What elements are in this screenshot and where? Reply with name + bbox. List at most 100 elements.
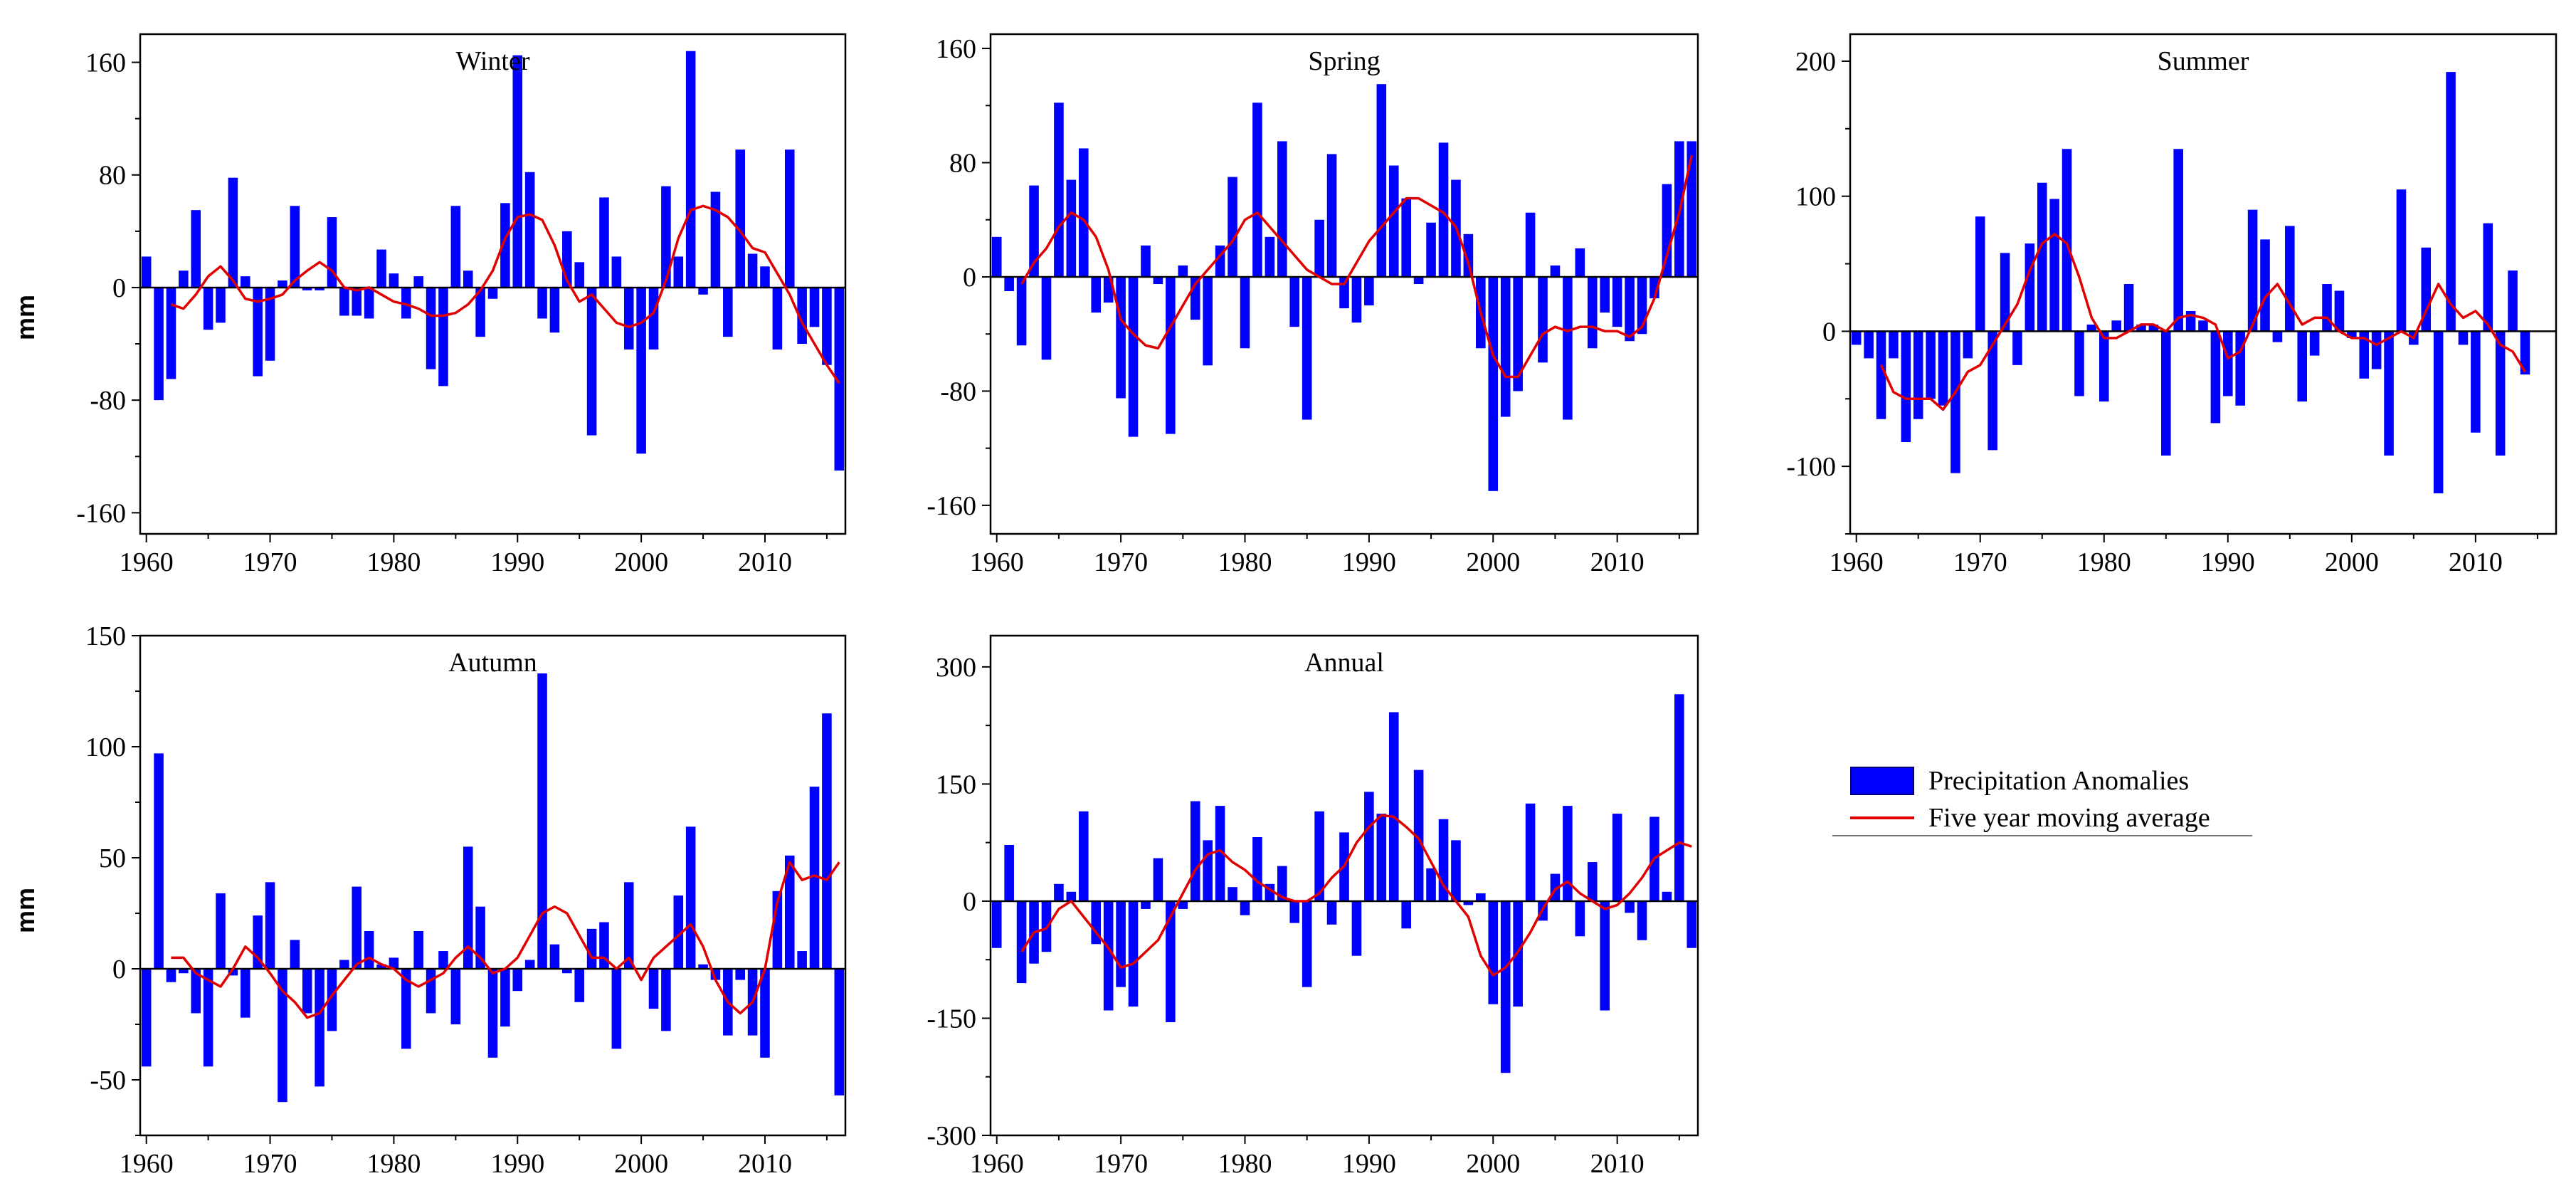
winter-bar-1986	[463, 270, 473, 288]
spring-plot-frame	[989, 33, 1699, 535]
summer-bar-1998	[2322, 284, 2332, 332]
summer-bar-1966	[1926, 331, 1936, 399]
spring-bar-1961	[1004, 276, 1014, 292]
winter-bar-1964	[191, 210, 201, 288]
autumn-bar-2004	[685, 826, 696, 969]
annual-bar-1981	[1252, 836, 1262, 901]
spring-bar-1977	[1203, 276, 1213, 366]
spring-bar-1994	[1413, 276, 1424, 284]
autumn-bar-2005	[698, 964, 708, 969]
summer-bar-1975	[2037, 182, 2047, 332]
annual-bar-1999	[1476, 893, 1486, 901]
spring-bar-1979	[1228, 177, 1237, 277]
annual-bar-1992	[1388, 712, 1399, 901]
legend-item-bars: Precipitation Anomalies	[1850, 765, 2189, 797]
legend-bar-swatch	[1850, 767, 1914, 795]
annual-xtick-label: 2010	[1590, 1149, 1645, 1179]
summer-xtick-label: 1960	[1830, 547, 1884, 577]
spring-bar-2009	[1600, 276, 1610, 313]
winter-bar-1995	[574, 262, 584, 288]
annual-moving-average-line	[1020, 814, 1692, 977]
summer-bar-2010	[2471, 331, 2481, 433]
autumn-ytick-label: 100	[85, 732, 126, 762]
spring-bar-1982	[1265, 236, 1275, 277]
winter-ytick-label: 160	[85, 48, 126, 78]
autumn-bar-1999	[623, 882, 634, 969]
winter-bar-1973	[302, 287, 312, 290]
annual-bar-1985	[1302, 900, 1312, 987]
winter-bar-2000	[636, 287, 646, 454]
spring-bar-2001	[1500, 276, 1511, 417]
autumn-bar-1965	[203, 969, 213, 1067]
autumn-bar-1987	[475, 906, 485, 969]
annual-bar-1960	[991, 900, 1002, 948]
spring-bar-1962	[1016, 276, 1027, 346]
winter-bar-2013	[797, 287, 807, 345]
summer-bar-1971	[1988, 331, 1997, 451]
winter-bar-1970	[265, 287, 275, 361]
summer-bar-1993	[2260, 239, 2270, 332]
summer-bar-1968	[1951, 331, 1960, 473]
winter-bar-1991	[524, 172, 535, 288]
winter-bar-1963	[179, 270, 189, 288]
spring-ytick-label: 0	[963, 263, 976, 293]
autumn-bar-1986	[463, 846, 473, 969]
chart-autumn: -50 0 50 100 150 1960 1970 1980 1990 2000 2010 Autu…	[85, 621, 847, 1179]
annual-xtick-label: 1990	[1342, 1149, 1396, 1179]
winter-bar-2002	[661, 186, 671, 288]
winter-bar-2014	[809, 287, 820, 327]
y-axis-label-top: mm	[11, 294, 41, 341]
summer-bar-1981	[2111, 320, 2121, 332]
summer-xtick-label: 1970	[1953, 547, 2007, 577]
summer-bar-2012	[2495, 331, 2506, 456]
autumn-bar-1993	[549, 944, 560, 969]
autumn-bar-1975	[327, 969, 337, 1031]
autumn-bar-1995	[574, 969, 584, 1002]
winter-bar-1982	[413, 276, 423, 288]
summer-bar-2014	[2520, 331, 2530, 375]
winter-bar-1967	[228, 177, 238, 288]
spring-bar-1968	[1091, 276, 1102, 313]
summer-bar-2007	[2433, 331, 2444, 494]
spring-bar-2006	[1563, 276, 1573, 420]
spring-bar-1970	[1116, 276, 1126, 399]
winter-bar-1983	[426, 287, 436, 369]
autumn-bar-1985	[450, 969, 461, 1024]
summer-bar-2011	[2483, 223, 2493, 332]
summer-bar-1999	[2334, 290, 2345, 332]
summer-bar-2009	[2458, 331, 2469, 345]
autumn-ytick-label: 150	[85, 621, 126, 651]
winter-bar-1960	[141, 256, 152, 288]
winter-xtick-label: 1980	[366, 547, 421, 577]
spring-bar-1989	[1351, 276, 1362, 323]
winter-bar-1992	[537, 287, 547, 319]
spring-bar-1966	[1066, 179, 1077, 277]
winter-bar-1988	[487, 287, 498, 299]
annual-bar-1972	[1141, 900, 1151, 909]
annual-bar-2001	[1500, 900, 1511, 1073]
chart-annual: -300 -150 0 150 300 1960 1970 1980 1990 2000 2010 A…	[927, 634, 1699, 1179]
spring-bar-1992	[1388, 165, 1399, 277]
annual-plot-frame	[989, 634, 1699, 1137]
legend: Precipitation Anomalies Five year moving…	[1832, 751, 2270, 847]
spring-bar-1986	[1314, 219, 1324, 277]
annual-bar-1980	[1240, 900, 1250, 915]
autumn-moving-average-line	[171, 861, 840, 1019]
summer-bar-1969	[1963, 331, 1973, 359]
winter-bar-1989	[500, 203, 510, 288]
spring-bar-1998	[1463, 233, 1474, 277]
autumn-bar-1968	[241, 969, 250, 1018]
winter-bar-1993	[549, 287, 560, 333]
annual-bar-1986	[1314, 811, 1324, 901]
autumn-bar-1996	[586, 928, 597, 969]
autumn-bar-1998	[611, 969, 622, 1049]
spring-bar-1965	[1054, 103, 1064, 277]
autumn-ytick-label: -50	[90, 1066, 126, 1096]
spring-bar-1964	[1041, 276, 1052, 360]
summer-bar-2006	[2421, 247, 2432, 332]
spring-bar-1960	[991, 236, 1002, 277]
summer-bar-1967	[1938, 331, 1948, 406]
autumn-bar-2010	[760, 969, 770, 1058]
annual-bar-2010	[1612, 814, 1622, 901]
